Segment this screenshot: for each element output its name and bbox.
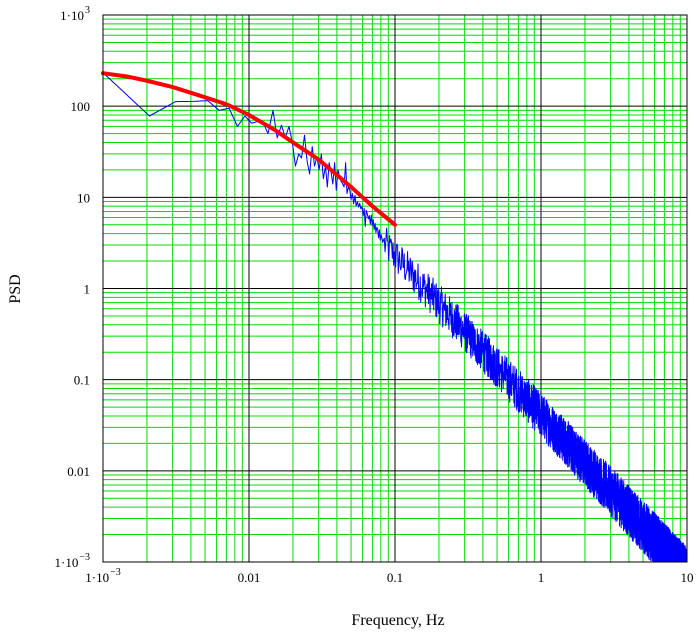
- tick-label-base: 1·10: [85, 570, 109, 585]
- tick-label-base: 1: [538, 570, 545, 585]
- tick-label-base: 1·10: [55, 555, 79, 570]
- series-layer: [101, 71, 688, 563]
- tick-label: 0.1: [74, 373, 90, 388]
- tick-label-exponent: −3: [110, 567, 121, 578]
- tick-label-base: 0.1: [74, 373, 90, 388]
- tick-label-base: 10: [681, 570, 694, 585]
- tick-label: 0.1: [387, 570, 403, 585]
- series-fit-line: [101, 71, 397, 227]
- x-tick-labels: 1·10−3 0.01 0.1 1 10: [85, 567, 693, 585]
- tick-label-base: 0.01: [67, 464, 90, 479]
- tick-label-base: 10: [77, 190, 90, 205]
- x-axis-title: Frequency, Hz: [351, 612, 444, 629]
- tick-label-base: 0.01: [238, 570, 261, 585]
- tick-label-base: 0.1: [387, 570, 403, 585]
- tick-label-base: 100: [71, 99, 91, 114]
- plot-frame: [102, 14, 688, 563]
- y-axis-title: PSD: [7, 274, 24, 303]
- tick-label-base: 1: [84, 282, 91, 297]
- tick-label: 10: [681, 570, 694, 585]
- tick-label: 1: [84, 282, 91, 297]
- tick-label-exponent: −3: [79, 552, 90, 563]
- tick-label: 1·10−3: [85, 567, 120, 585]
- tick-label: 100: [71, 99, 91, 114]
- tick-label: 0.01: [67, 464, 90, 479]
- tick-label-base: 1·10: [60, 8, 84, 23]
- tick-label: 1: [538, 570, 545, 585]
- tick-label: 10: [77, 190, 90, 205]
- tick-label: 1·103: [60, 5, 90, 23]
- series-measured-line: [105, 74, 688, 563]
- tick-label: 1·10−3: [55, 552, 90, 570]
- tick-label-exponent: 3: [85, 5, 90, 16]
- tick-label: 0.01: [238, 570, 261, 585]
